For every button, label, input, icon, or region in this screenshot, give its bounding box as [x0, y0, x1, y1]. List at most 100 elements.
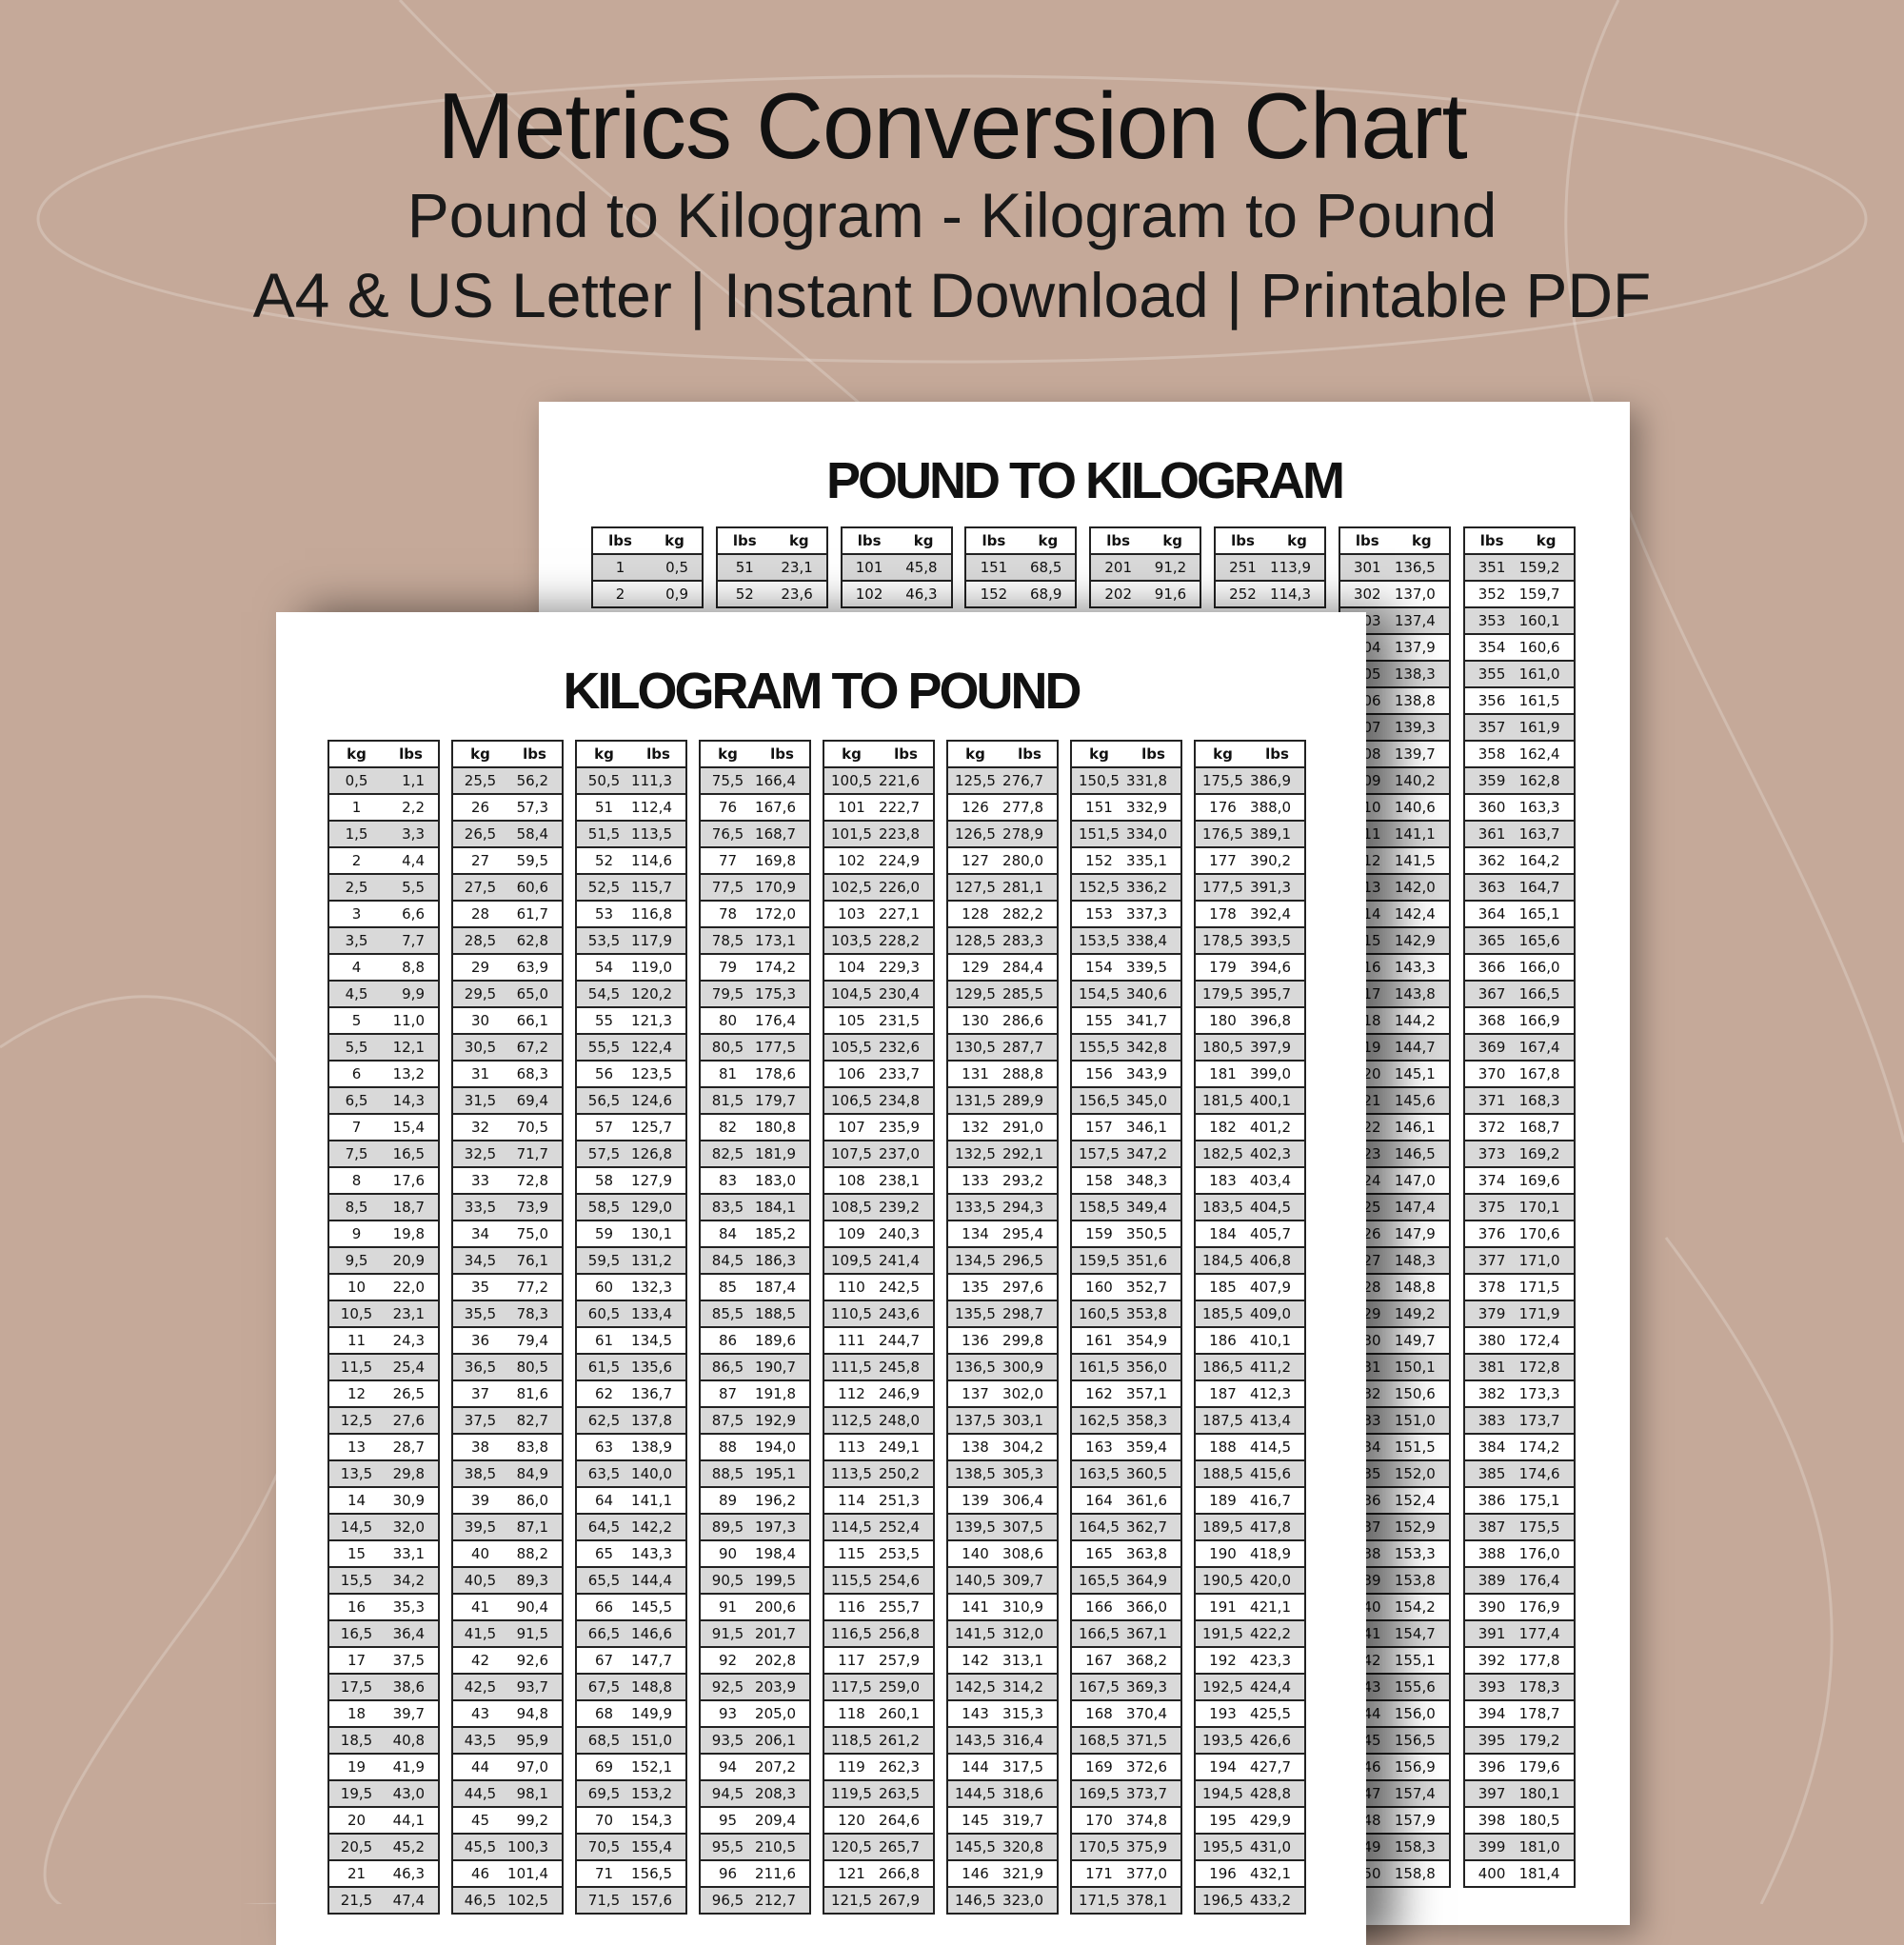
table-header: lbs kg	[843, 528, 951, 553]
table-row: 56 123,5	[577, 1060, 685, 1086]
source-value: 168,5	[1079, 1732, 1120, 1749]
converted-value: 145,5	[631, 1598, 672, 1616]
table-row: 190 418,9	[1196, 1539, 1304, 1566]
source-value: 152,5	[1079, 879, 1120, 896]
table-row: 95,5 210,5	[701, 1833, 809, 1859]
source-value: 116	[838, 1598, 865, 1616]
converted-value: 139,3	[1394, 719, 1436, 736]
table-row: 118,5 261,2	[824, 1726, 933, 1753]
converted-value: 421,1	[1250, 1598, 1291, 1616]
table-row: 93,5 206,1	[701, 1726, 809, 1753]
table-row: 37 81,6	[453, 1379, 562, 1406]
source-value: 363	[1478, 879, 1506, 896]
source-value: 365	[1478, 932, 1506, 949]
source-value: 52,5	[587, 879, 621, 896]
table-row: 19,5 43,0	[329, 1779, 438, 1806]
table-row: 9 19,8	[329, 1220, 438, 1246]
table-row: 146,5 323,0	[948, 1886, 1057, 1913]
table-row: 170 374,8	[1072, 1806, 1180, 1833]
source-value: 384	[1478, 1439, 1506, 1456]
table-row: 40 88,2	[453, 1539, 562, 1566]
source-value: 382	[1478, 1385, 1506, 1402]
source-value: 113,5	[831, 1465, 872, 1482]
converted-value: 176,4	[1518, 1572, 1560, 1589]
table-row: 164 361,6	[1072, 1486, 1180, 1513]
table-row: 75,5 166,4	[701, 766, 809, 793]
table-row: 139 306,4	[948, 1486, 1057, 1513]
converted-value: 364,9	[1126, 1572, 1167, 1589]
source-value: 109	[838, 1225, 865, 1242]
converted-value: 68,9	[1029, 585, 1062, 603]
source-value: 364	[1478, 905, 1506, 923]
source-value: 184	[1209, 1225, 1237, 1242]
converted-value: 17,6	[392, 1172, 425, 1189]
table-row: 117,5 259,0	[824, 1673, 933, 1699]
column-header: lbs	[1355, 532, 1379, 549]
table-row: 19 41,9	[329, 1753, 438, 1779]
converted-value: 148,8	[631, 1678, 672, 1696]
converted-value: 137,0	[1394, 585, 1436, 603]
converted-value: 43,0	[392, 1785, 425, 1802]
converted-value: 152,1	[631, 1758, 672, 1776]
converted-value: 169,6	[1518, 1172, 1560, 1189]
converted-value: 100,3	[507, 1838, 548, 1856]
table-header: kg lbs	[1196, 742, 1304, 766]
converted-value: 159,2	[1518, 559, 1560, 576]
table-row: 166 366,0	[1072, 1593, 1180, 1619]
converted-value: 388,0	[1250, 799, 1291, 816]
source-value: 63	[594, 1439, 614, 1456]
table-row: 52 114,6	[577, 846, 685, 873]
converted-value: 318,6	[1002, 1785, 1043, 1802]
table-row: 4 8,8	[329, 953, 438, 980]
source-value: 179,5	[1202, 985, 1243, 1002]
converted-value: 88,2	[516, 1545, 548, 1562]
converted-value: 179,2	[1518, 1732, 1560, 1749]
source-value: 76,5	[711, 825, 744, 843]
column-header: lbs	[1018, 745, 1041, 763]
table-row: 137,5 303,1	[948, 1406, 1057, 1433]
table-row: 145 319,7	[948, 1806, 1057, 1833]
table-row: 166,5 367,1	[1072, 1619, 1180, 1646]
converted-value: 168,7	[755, 825, 796, 843]
converted-value: 147,7	[631, 1652, 672, 1669]
converted-value: 79,4	[516, 1332, 548, 1349]
table-row: 1 2,2	[329, 793, 438, 820]
source-value: 96,5	[711, 1892, 744, 1909]
table-row: 35,5 78,3	[453, 1300, 562, 1326]
table-row: 398 180,5	[1464, 1806, 1574, 1833]
source-value: 171,5	[1079, 1892, 1120, 1909]
converted-value: 141,1	[1394, 825, 1436, 843]
table-row: 94,5 208,3	[701, 1779, 809, 1806]
source-value: 21	[347, 1865, 367, 1882]
converted-value: 263,5	[879, 1785, 920, 1802]
table-row: 354 160,6	[1464, 633, 1574, 660]
converted-value: 152,9	[1394, 1518, 1436, 1536]
source-value: 138,5	[955, 1465, 996, 1482]
source-value: 388	[1478, 1545, 1506, 1562]
source-value: 373	[1478, 1145, 1506, 1162]
table-header: kg lbs	[1072, 742, 1180, 766]
converted-value: 23,1	[392, 1305, 425, 1322]
converted-value: 332,9	[1126, 799, 1167, 816]
table-row: 146 321,9	[948, 1859, 1057, 1886]
column-header: kg	[1411, 532, 1432, 549]
converted-value: 68,3	[516, 1065, 548, 1082]
table-row: 81,5 179,7	[701, 1086, 809, 1113]
source-value: 2,5	[345, 879, 368, 896]
page-title: KILOGRAM TO POUND	[563, 663, 1082, 720]
converted-value: 145,6	[1394, 1092, 1436, 1109]
converted-value: 352,7	[1126, 1279, 1167, 1296]
table-row: 103 227,1	[824, 900, 933, 926]
source-value: 52	[735, 585, 754, 603]
converted-value: 374,8	[1126, 1812, 1167, 1829]
source-value: 69,5	[587, 1785, 621, 1802]
table-row: 177,5 391,3	[1196, 873, 1304, 900]
source-value: 128	[962, 905, 989, 923]
table-row: 28 61,7	[453, 900, 562, 926]
table-row: 193 425,5	[1196, 1699, 1304, 1726]
source-value: 109,5	[831, 1252, 872, 1269]
table-row: 77 169,8	[701, 846, 809, 873]
source-value: 358	[1478, 745, 1506, 763]
table-row: 92,5 203,9	[701, 1673, 809, 1699]
source-value: 159,5	[1079, 1252, 1120, 1269]
